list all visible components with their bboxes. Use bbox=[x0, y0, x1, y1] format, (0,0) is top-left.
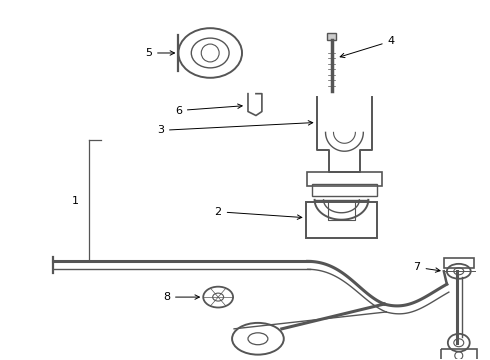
Bar bbox=[312, 184, 377, 196]
Bar bbox=[441, 349, 477, 360]
Text: 3: 3 bbox=[157, 121, 313, 135]
Text: 7: 7 bbox=[414, 262, 440, 272]
Text: 6: 6 bbox=[175, 104, 242, 116]
Bar bbox=[307, 172, 382, 186]
Text: 1: 1 bbox=[72, 196, 78, 206]
Bar bbox=[306, 202, 377, 238]
Bar bbox=[326, 33, 337, 40]
Text: 8: 8 bbox=[163, 292, 199, 302]
Text: 4: 4 bbox=[340, 36, 395, 58]
Text: 5: 5 bbox=[145, 48, 174, 58]
Text: 2: 2 bbox=[215, 207, 302, 219]
Bar bbox=[444, 258, 474, 268]
